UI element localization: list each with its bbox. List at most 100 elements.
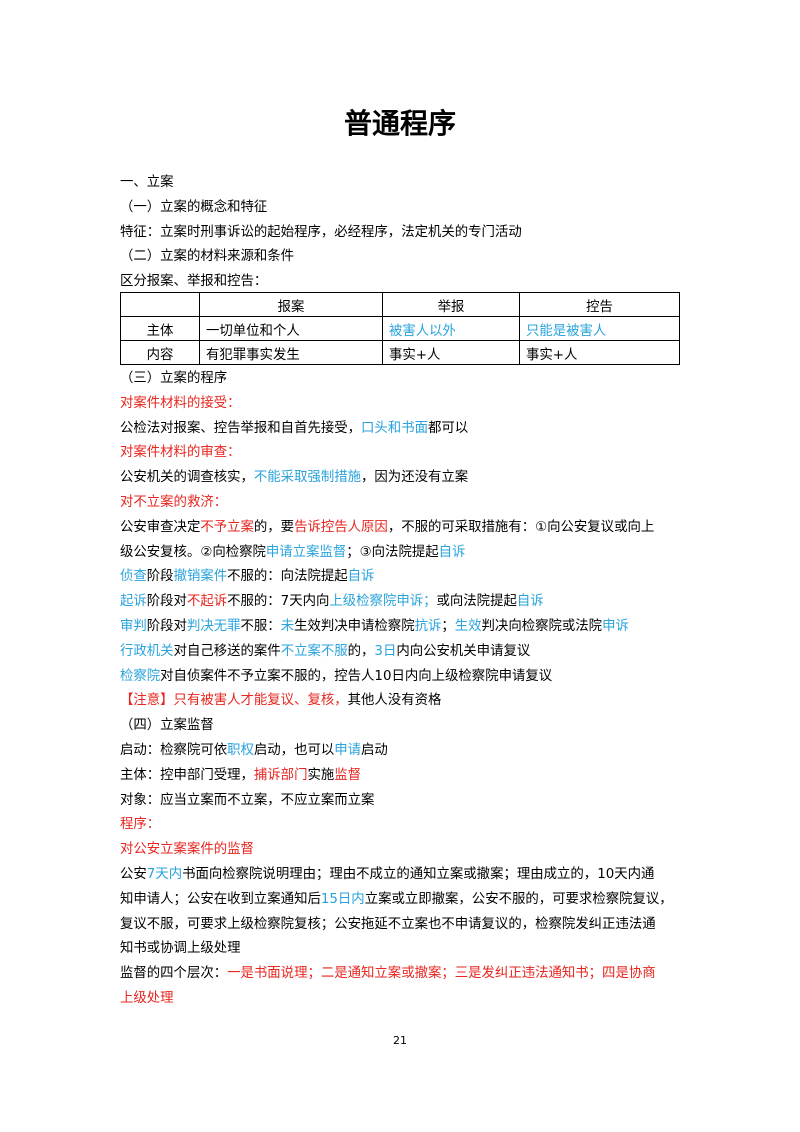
text-run: 启动，也可以 <box>253 742 335 758</box>
text-line: （三）立案的程序 <box>120 367 690 392</box>
text-run: 审判 <box>120 618 147 634</box>
text-line: 公安机关的调查核实，不能采取强制措施，因为还没有立案 <box>120 466 690 491</box>
text-line: （四）立案监督 <box>120 714 690 739</box>
text-line: 行政机关对自己移送的案件不立案不服的，3日内向公安机关申请复议 <box>120 640 690 665</box>
text-run: 抗诉 <box>414 618 442 634</box>
header-cell: 举报 <box>381 292 520 317</box>
text-run: 一是书面说理；二是通知立案或撤案；三是发纠正违法通知书；四是协商 <box>227 966 656 982</box>
text-line: 公安审查决定不予立案的，要告诉控告人原因，不服的可采取措施有：①向公安复议或向上 <box>120 516 690 541</box>
text-line: 对象：应当立案而不立案，不应立案而立案 <box>120 789 690 814</box>
text-run: （一）立案的概念和特征 <box>120 199 268 215</box>
text-run: 对自侦案件不予立案不服的，控告人10日内向上级检察院申请复议 <box>160 668 553 684</box>
text-run: （四）立案监督 <box>120 718 214 734</box>
text-run: 只能是被害人 <box>525 323 607 339</box>
text-run: 自诉 <box>516 594 544 610</box>
header-cell: 报案 <box>199 292 383 317</box>
row-label: 主体 <box>120 316 200 341</box>
table-cell: 有犯罪事实发生 <box>199 340 383 365</box>
text-line: （一）立案的概念和特征 <box>120 196 690 221</box>
text-run: 对案件材料的接受： <box>120 395 241 411</box>
text-run: 公安审查决定 <box>120 519 201 535</box>
text-run: 上级检察院申诉； <box>329 594 437 610</box>
text-run: 公安 <box>120 866 147 882</box>
text-run: 不服： <box>240 618 281 634</box>
text-line: 起诉阶段对不起诉不服的：7天内向上级检察院申诉；或向法院提起自诉 <box>120 590 690 615</box>
text-line: 审判阶段对判决无罪不服：未生效判决申请检察院抗诉；生效判决向检察院或法院申诉 <box>120 615 690 640</box>
text-run: 15日内 <box>320 891 365 907</box>
text-run: 生效 <box>454 618 482 634</box>
text-run: 内向公安机关申请复议 <box>396 643 531 659</box>
text-line: 【注意】只有被害人才能复议、复核，其他人没有资格 <box>120 689 690 714</box>
text-run: 申请立案监督 <box>265 544 347 560</box>
text-line: 监督的四个层次：一是书面说理；二是通知立案或撤案；三是发纠正违法通知书；四是协商 <box>120 962 690 987</box>
text-run: 申诉 <box>602 618 629 634</box>
text-run: （二）立案的材料来源和条件 <box>120 249 295 265</box>
text-run: 知书或协调上级处理 <box>120 941 241 957</box>
table-row: 内容 有犯罪事实发生 事实+人 事实+人 <box>120 340 681 365</box>
text-run: 监督 <box>334 767 362 783</box>
text-run: 阶段对 <box>146 618 187 634</box>
text-run: ，因为还没有立案 <box>361 470 469 486</box>
text-run: 启动 <box>361 742 388 758</box>
text-run: ，不服的可采取措施有：①向公安复议或向上 <box>387 519 655 535</box>
text-run: 上级处理 <box>120 990 174 1006</box>
text-run: 被害人以外 <box>388 323 456 339</box>
table-cell: 事实+人 <box>518 340 681 365</box>
text-line: 级公安复核。②向检察院申请立案监督；③向法院提起自诉 <box>120 541 690 566</box>
text-run: ； <box>441 618 455 634</box>
text-run: 事实+人 <box>388 347 441 363</box>
text-run: 捕诉部门 <box>253 767 308 783</box>
table-cell: 一切单位和个人 <box>199 316 383 341</box>
text-run: 或向法院提起 <box>436 594 517 610</box>
text-line: 知申请人；公安在收到立案通知后15日内立案或立即撤案，公安不服的，可要求检察院复… <box>120 888 690 913</box>
table-cell: 事实+人 <box>381 340 520 365</box>
text-run: 对象：应当立案而不立案，不应立案而立案 <box>120 792 375 808</box>
text-run: 区分报案、举报和控告： <box>120 274 268 290</box>
text-run: 其他人没有资格 <box>347 693 442 709</box>
text-run: 职权 <box>227 742 254 758</box>
text-run: 申请 <box>334 742 362 758</box>
text-run: 特征：立案时刑事诉讼的起始程序，必经程序，法定机关的专门活动 <box>120 224 522 240</box>
header-row: 报案 举报 控告 <box>120 292 681 317</box>
text-line: 复议不服，可要求上级检察院复核；公安拖延不立案也不申请复议的，检察院发纠正违法通 <box>120 913 690 938</box>
text-line: 公检法对报案、控告举报和自首先接受，口头和书面都可以 <box>120 417 690 442</box>
text-run: 阶段对 <box>146 594 187 610</box>
text-line: （二）立案的材料来源和条件 <box>120 245 690 270</box>
text-run: 事实+人 <box>525 347 578 363</box>
text-run: 一、立案 <box>120 175 174 190</box>
text-run: 对自己移送的案件 <box>173 643 281 659</box>
text-run: 知申请人；公安在收到立案通知后 <box>120 891 321 907</box>
text-run: 监督的四个层次： <box>120 966 228 982</box>
text-line: 侦查阶段撤销案件不服的：向法院提起自诉 <box>120 565 690 590</box>
text-run: 实施 <box>307 767 335 783</box>
page-number: 21 <box>393 1034 407 1047</box>
header-cell: 控告 <box>518 292 681 317</box>
text-run: 的，要 <box>253 519 295 535</box>
text-run: 不立案不服 <box>280 643 348 659</box>
text-run: 主体：控申部门受理， <box>120 767 254 783</box>
text-run: 启动：检察院可依 <box>120 742 228 758</box>
text-run: 3日 <box>374 643 397 659</box>
text-run: 有犯罪事实发生 <box>206 347 300 363</box>
text-line: 公安7天内书面向检察院说明理由；理由不成立的通知立案或撤案；理由成立的，10天内… <box>120 863 690 888</box>
text-line: 对案件材料的审查： <box>120 441 690 466</box>
text-run: 不服的：向法院提起 <box>227 569 348 585</box>
text-run: 对不立案的救济： <box>120 494 228 510</box>
table-row: 主体 一切单位和个人 被害人以外 只能是被害人 <box>120 316 681 341</box>
text-run: 不予立案 <box>200 519 254 535</box>
text-line: 上级处理 <box>120 987 690 1012</box>
text-run: 不服的：7天内向 <box>227 594 330 610</box>
text-run: 判决无罪 <box>186 618 241 634</box>
text-run: 公检法对报案、控告举报和自首先接受， <box>120 420 362 436</box>
text-line: 知书或协调上级处理 <box>120 937 690 962</box>
paragraphs: 一、立案 （一）立案的概念和特征特征：立案时刑事诉讼的起始程序，必经程序，法定机关… <box>120 171 690 295</box>
text-run: 起诉 <box>120 594 147 610</box>
comparison-table: 报案 举报 控告 主体 一切单位和个人 被害人以外 只能是被害人 内容 有犯罪事实发生 事实+人… <box>120 292 681 365</box>
table-cell: 被害人以外 <box>381 316 520 341</box>
text-run: 阶段 <box>146 569 174 585</box>
text-run: 程序： <box>120 817 161 833</box>
text-run: 生效判决申请检察院 <box>294 618 415 634</box>
text-run: 对公安立案案件的监督 <box>120 842 254 858</box>
text-run: 不能采取强制措施 <box>253 470 362 486</box>
text-run: 级公安复核。②向检察院 <box>120 544 266 560</box>
